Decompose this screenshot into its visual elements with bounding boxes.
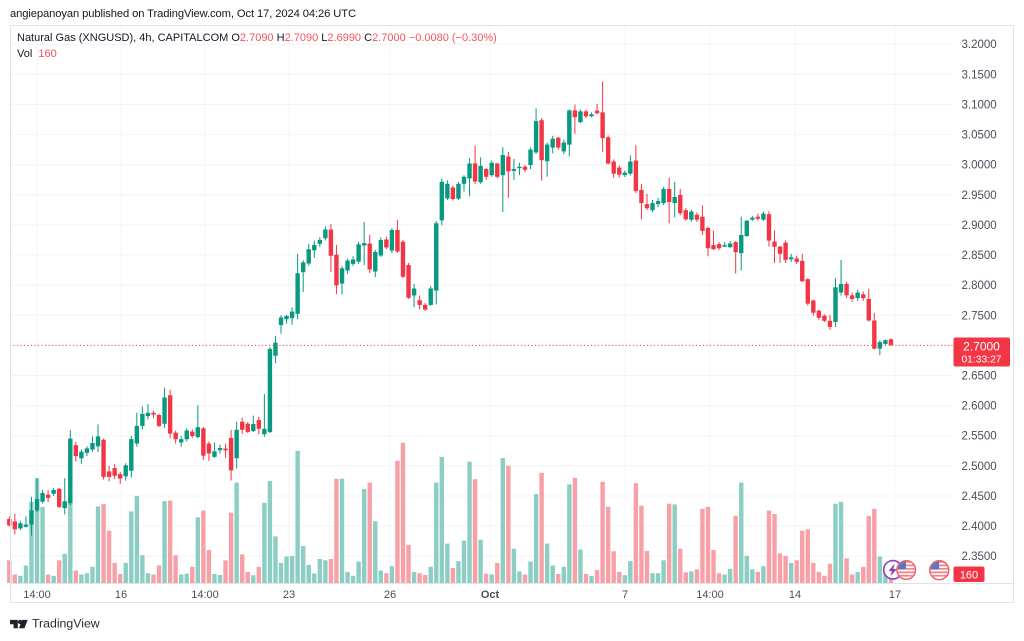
svg-text:2.6500: 2.6500 <box>962 371 997 383</box>
svg-text:14: 14 <box>789 589 801 601</box>
svg-text:2.8500: 2.8500 <box>962 250 997 262</box>
svg-text:3.0500: 3.0500 <box>962 130 997 142</box>
svg-text:23: 23 <box>283 589 295 601</box>
svg-text:2.4500: 2.4500 <box>962 491 997 503</box>
svg-text:26: 26 <box>384 589 396 601</box>
svg-text:2.6000: 2.6000 <box>962 401 997 413</box>
svg-text:2.9000: 2.9000 <box>962 220 997 232</box>
svg-text:2.9500: 2.9500 <box>962 190 997 202</box>
svg-text:3.1500: 3.1500 <box>962 69 997 81</box>
svg-text:2.5000: 2.5000 <box>962 461 997 473</box>
svg-text:Oct: Oct <box>481 589 500 601</box>
svg-text:14:00: 14:00 <box>191 589 219 601</box>
svg-text:2.5500: 2.5500 <box>962 431 997 443</box>
svg-text:16: 16 <box>115 589 127 601</box>
svg-text:3.2000: 3.2000 <box>962 39 997 51</box>
svg-text:2.4000: 2.4000 <box>962 521 997 533</box>
svg-text:2.8000: 2.8000 <box>962 280 997 292</box>
svg-text:17: 17 <box>889 589 901 601</box>
svg-text:2.7000: 2.7000 <box>963 340 1000 354</box>
svg-text:160: 160 <box>960 570 978 582</box>
svg-text:14:00: 14:00 <box>696 589 724 601</box>
svg-text:01:33:27: 01:33:27 <box>961 355 1001 366</box>
svg-text:7: 7 <box>622 589 628 601</box>
svg-text:TradingView: TradingView <box>32 617 100 631</box>
svg-text:2.3500: 2.3500 <box>962 551 997 563</box>
svg-text:3.0000: 3.0000 <box>962 160 997 172</box>
svg-text:3.1000: 3.1000 <box>962 99 997 111</box>
svg-text:2.7500: 2.7500 <box>962 310 997 322</box>
svg-text:14:00: 14:00 <box>23 589 51 601</box>
